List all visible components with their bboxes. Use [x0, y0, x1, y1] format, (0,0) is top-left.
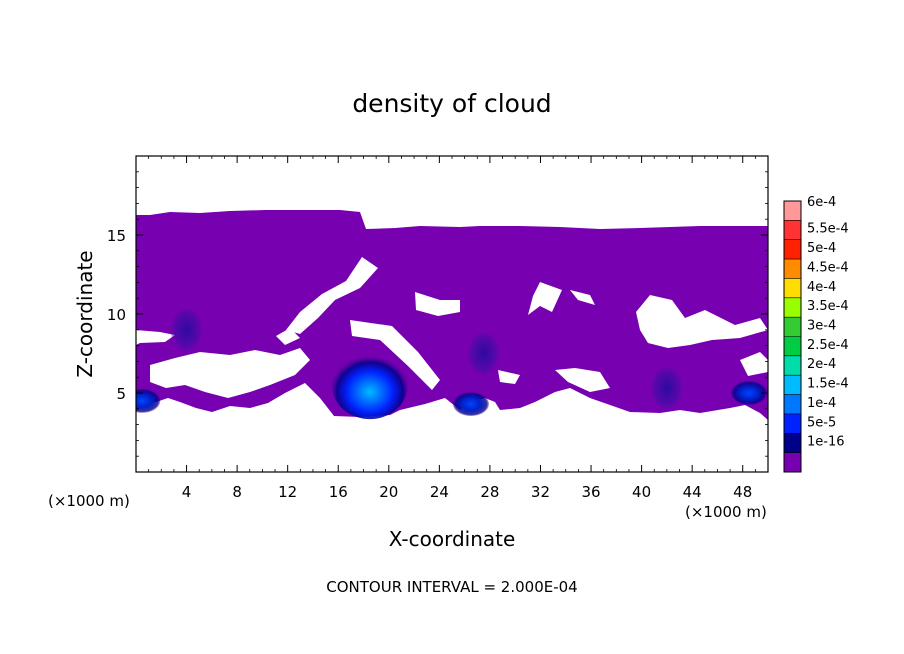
x-tick-label: 48 — [733, 483, 752, 501]
colorbar-swatch — [784, 317, 801, 337]
cloud-core — [650, 366, 683, 411]
colorbar-swatch — [784, 452, 801, 473]
clear-gap — [415, 292, 460, 316]
colorbar-swatch — [784, 336, 801, 357]
clear-gap — [276, 328, 300, 345]
colorbar-swatch — [784, 394, 801, 415]
y-tick-label: 15 — [107, 227, 126, 245]
x-tick-label: 40 — [632, 483, 651, 501]
colorbar-swatch — [784, 278, 801, 299]
colorbar: 6e-4 5.5e-4 5e-4 4.5e-4 4e-4 3.5e-4 3e-4 2.5e-4… — [783, 195, 849, 473]
x-tick-label: 12 — [278, 483, 297, 501]
x-axis-ticks: 4 8 12 16 20 24 28 32 36 40 44 48 — [148, 156, 756, 501]
clear-gap — [150, 348, 310, 398]
clear-gap — [498, 370, 520, 384]
cloud-core — [136, 388, 161, 413]
colorbar-label: 2.5e-4 — [807, 338, 849, 353]
clear-gap — [350, 320, 440, 390]
colorbar-label: 6e-4 — [807, 195, 836, 210]
x-tick-label: 4 — [182, 483, 192, 501]
clear-gap — [136, 330, 175, 345]
colorbar-swatch — [784, 201, 801, 221]
colorbar-label: 5.5e-4 — [807, 222, 849, 237]
plot-area — [136, 156, 768, 472]
colorbar-label: 4.5e-4 — [807, 260, 849, 275]
colorbar-label: 1e-16 — [807, 435, 845, 450]
x-tick-label: 20 — [379, 483, 398, 501]
x-tick-label: 24 — [430, 483, 449, 501]
clear-gap — [555, 368, 610, 392]
x-tick-label: 36 — [581, 483, 600, 501]
chart-title: density of cloud — [352, 89, 551, 118]
clear-gap — [740, 352, 768, 376]
colorbar-label: 4e-4 — [807, 280, 836, 295]
x-tick-label: 28 — [480, 483, 499, 501]
clear-gap — [570, 290, 595, 305]
colorbar-swatch — [784, 259, 801, 279]
colorbar-swatch — [784, 355, 801, 376]
cloud-core — [452, 392, 489, 417]
clear-gap — [286, 257, 378, 334]
x-tick-label: 8 — [232, 483, 242, 501]
x-tick-label: 44 — [683, 483, 702, 501]
y-axis-ticks: 5 10 15 — [107, 171, 768, 457]
colorbar-label: 5e-4 — [807, 241, 836, 256]
colorbar-label: 5e-5 — [807, 415, 836, 430]
colorbar-label: 1.5e-4 — [807, 377, 849, 392]
x-axis-unit-right: (×1000 m) — [685, 503, 767, 521]
colorbar-swatch — [784, 433, 801, 454]
colorbar-swatch — [784, 220, 801, 241]
clear-gap — [636, 295, 768, 348]
y-tick-label: 10 — [107, 306, 126, 324]
colorbar-swatch — [784, 413, 801, 434]
contour-interval-note: CONTOUR INTERVAL = 2.000E-04 — [326, 578, 577, 596]
colorbar-label: 2e-4 — [807, 357, 836, 372]
y-tick-label: 5 — [116, 385, 126, 403]
colorbar-swatch — [784, 375, 801, 396]
clear-gap — [528, 282, 562, 315]
colorbar-swatch — [784, 239, 801, 260]
x-tick-label: 32 — [531, 483, 550, 501]
cloud-cores — [136, 307, 768, 420]
cloud-core — [331, 351, 408, 420]
colorbar-label: 3.5e-4 — [807, 299, 849, 314]
y-axis-label: Z-coordinate — [73, 250, 97, 377]
x-axis-label: X-coordinate — [389, 527, 516, 551]
cloud-core — [170, 307, 203, 352]
colorbar-label: 1e-4 — [807, 396, 836, 411]
cloud-core — [467, 331, 500, 376]
x-axis-unit-left: (×1000 m) — [48, 492, 130, 510]
colorbar-swatch — [784, 297, 801, 318]
x-tick-label: 16 — [329, 483, 348, 501]
cloud-core — [731, 381, 768, 405]
colorbar-label: 3e-4 — [807, 319, 836, 334]
